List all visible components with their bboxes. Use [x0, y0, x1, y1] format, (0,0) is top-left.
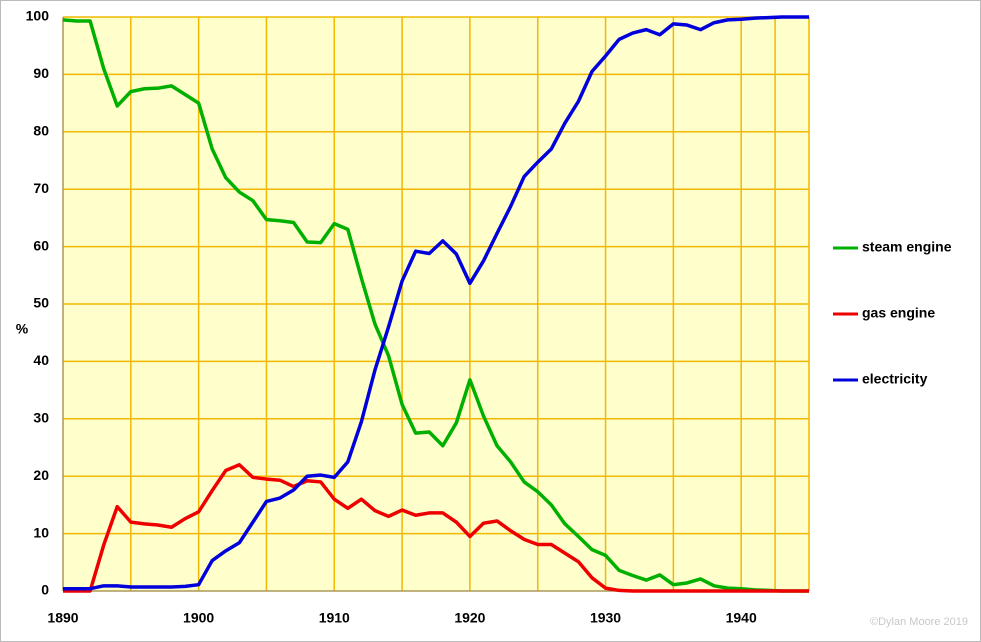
x-tick-label: 1900	[183, 610, 214, 626]
x-tick-label: 1930	[590, 610, 621, 626]
x-tick-label: 1940	[726, 610, 757, 626]
legend-label: steam engine	[862, 239, 952, 255]
credit: ©Dylan Moore 2019	[870, 616, 968, 628]
y-tick-label: 90	[33, 65, 49, 81]
x-tick-label: 1910	[319, 610, 350, 626]
x-tick-label: 1890	[47, 610, 78, 626]
y-tick-label: 0	[41, 582, 49, 598]
y-tick-label: 10	[33, 524, 49, 540]
series-line	[63, 462, 809, 593]
x-tick-label: 1920	[454, 610, 485, 626]
y-tick-label: 80	[33, 123, 49, 139]
series-line	[62, 18, 809, 593]
y-tick-label: 70	[33, 180, 49, 196]
y-tick-label: 30	[33, 410, 49, 426]
y-tick-label: 60	[33, 237, 49, 253]
legend-label: electricity	[862, 371, 928, 387]
y-tick-label: 20	[33, 467, 49, 483]
legend-label: gas engine	[862, 305, 935, 321]
y-axis-label: %	[16, 321, 29, 337]
y-tick-label: 50	[33, 295, 49, 311]
y-tick-label: 40	[33, 352, 49, 368]
y-tick-label: 100	[26, 8, 50, 24]
series-line	[63, 15, 809, 591]
